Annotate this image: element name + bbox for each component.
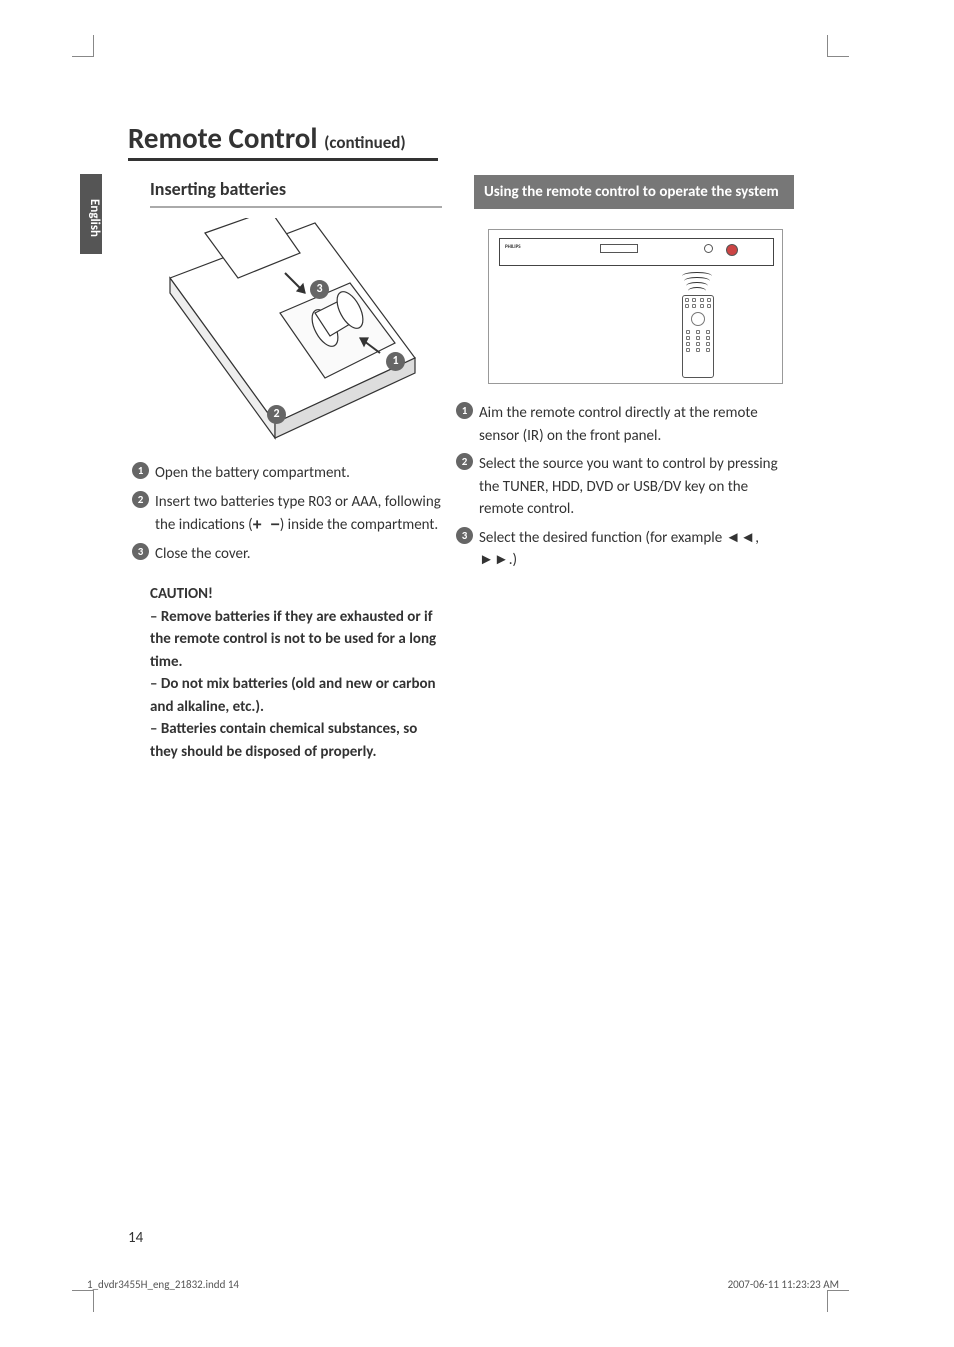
r-step-3-text: Select the desired function (for example…: [479, 527, 794, 572]
remote-control-icon: [682, 295, 714, 378]
right-step-1: 1 Aim the remote control directly at the…: [456, 402, 794, 447]
left-column: Inserting batteries: [150, 178, 442, 763]
right-step-2: 2 Select the source you want to control …: [456, 453, 794, 521]
dvd-player-icon: PHILIPS: [499, 238, 774, 266]
brand-label: PHILIPS: [505, 244, 521, 250]
left-step-1: 1 Open the battery compartment.: [132, 462, 442, 485]
crop-mark-br: [827, 1290, 849, 1312]
page-title: Remote Control (continued): [128, 120, 406, 156]
disc-tray-icon: [600, 244, 638, 253]
left-step-2: 2 Insert two batteries type R03 or AAA, …: [132, 491, 442, 537]
diagram-label-3: 3: [310, 280, 329, 299]
page-number: 14: [128, 1229, 143, 1247]
player-button-icon: [704, 244, 713, 253]
step-3-text: Close the cover.: [155, 543, 442, 566]
power-button-icon: [726, 244, 738, 256]
step-2-text: Insert two batteries type R03 or AAA, fo…: [155, 491, 442, 537]
right-column: Using the remote control to operate the …: [474, 175, 794, 578]
title-continued: (continued): [324, 132, 406, 153]
footer-filename: 1_dvdr3455H_eng_21832.indd 14: [87, 1278, 239, 1291]
r-step-number-1: 1: [456, 402, 473, 419]
plus-minus-symbol: + −: [253, 515, 280, 533]
crop-mark-tl: [72, 35, 94, 57]
caution-block: CAUTION! – Remove batteries if they are …: [150, 583, 442, 763]
r-step-2-text: Select the source you want to control by…: [479, 453, 794, 521]
r-step-number-3: 3: [456, 527, 473, 544]
step-number-1: 1: [132, 462, 149, 479]
ir-signal-icon: [684, 272, 712, 292]
crop-mark-bl: [72, 1290, 94, 1312]
crop-mark-tr: [827, 35, 849, 57]
title-underline: [128, 158, 438, 161]
language-tab: English: [80, 174, 102, 254]
diagram-label-2: 2: [267, 405, 286, 424]
left-step-3: 3 Close the cover.: [132, 543, 442, 566]
battery-diagram: 3 1 2: [150, 218, 430, 450]
remote-back-illustration: [150, 218, 430, 450]
step-number-3: 3: [132, 543, 149, 560]
device-remote-diagram: PHILIPS: [488, 229, 783, 384]
step-number-2: 2: [132, 491, 149, 508]
caution-item-3: – Batteries contain chemical substances,…: [150, 718, 442, 763]
using-remote-banner: Using the remote control to operate the …: [474, 175, 794, 209]
step-1-text: Open the battery compartment.: [155, 462, 442, 485]
caution-item-1: – Remove batteries if they are exhausted…: [150, 606, 442, 674]
diagram-label-1: 1: [386, 352, 405, 371]
inserting-batteries-heading: Inserting batteries: [150, 178, 442, 208]
r-step-1-text: Aim the remote control directly at the r…: [479, 402, 794, 447]
caution-heading: CAUTION!: [150, 583, 442, 606]
right-step-3: 3 Select the desired function (for examp…: [456, 527, 794, 572]
r-step-number-2: 2: [456, 453, 473, 470]
title-main: Remote Control: [128, 120, 324, 156]
caution-item-2: – Do not mix batteries (old and new or c…: [150, 673, 442, 718]
footer-timestamp: 2007-06-11 11:23:23 AM: [728, 1278, 839, 1291]
